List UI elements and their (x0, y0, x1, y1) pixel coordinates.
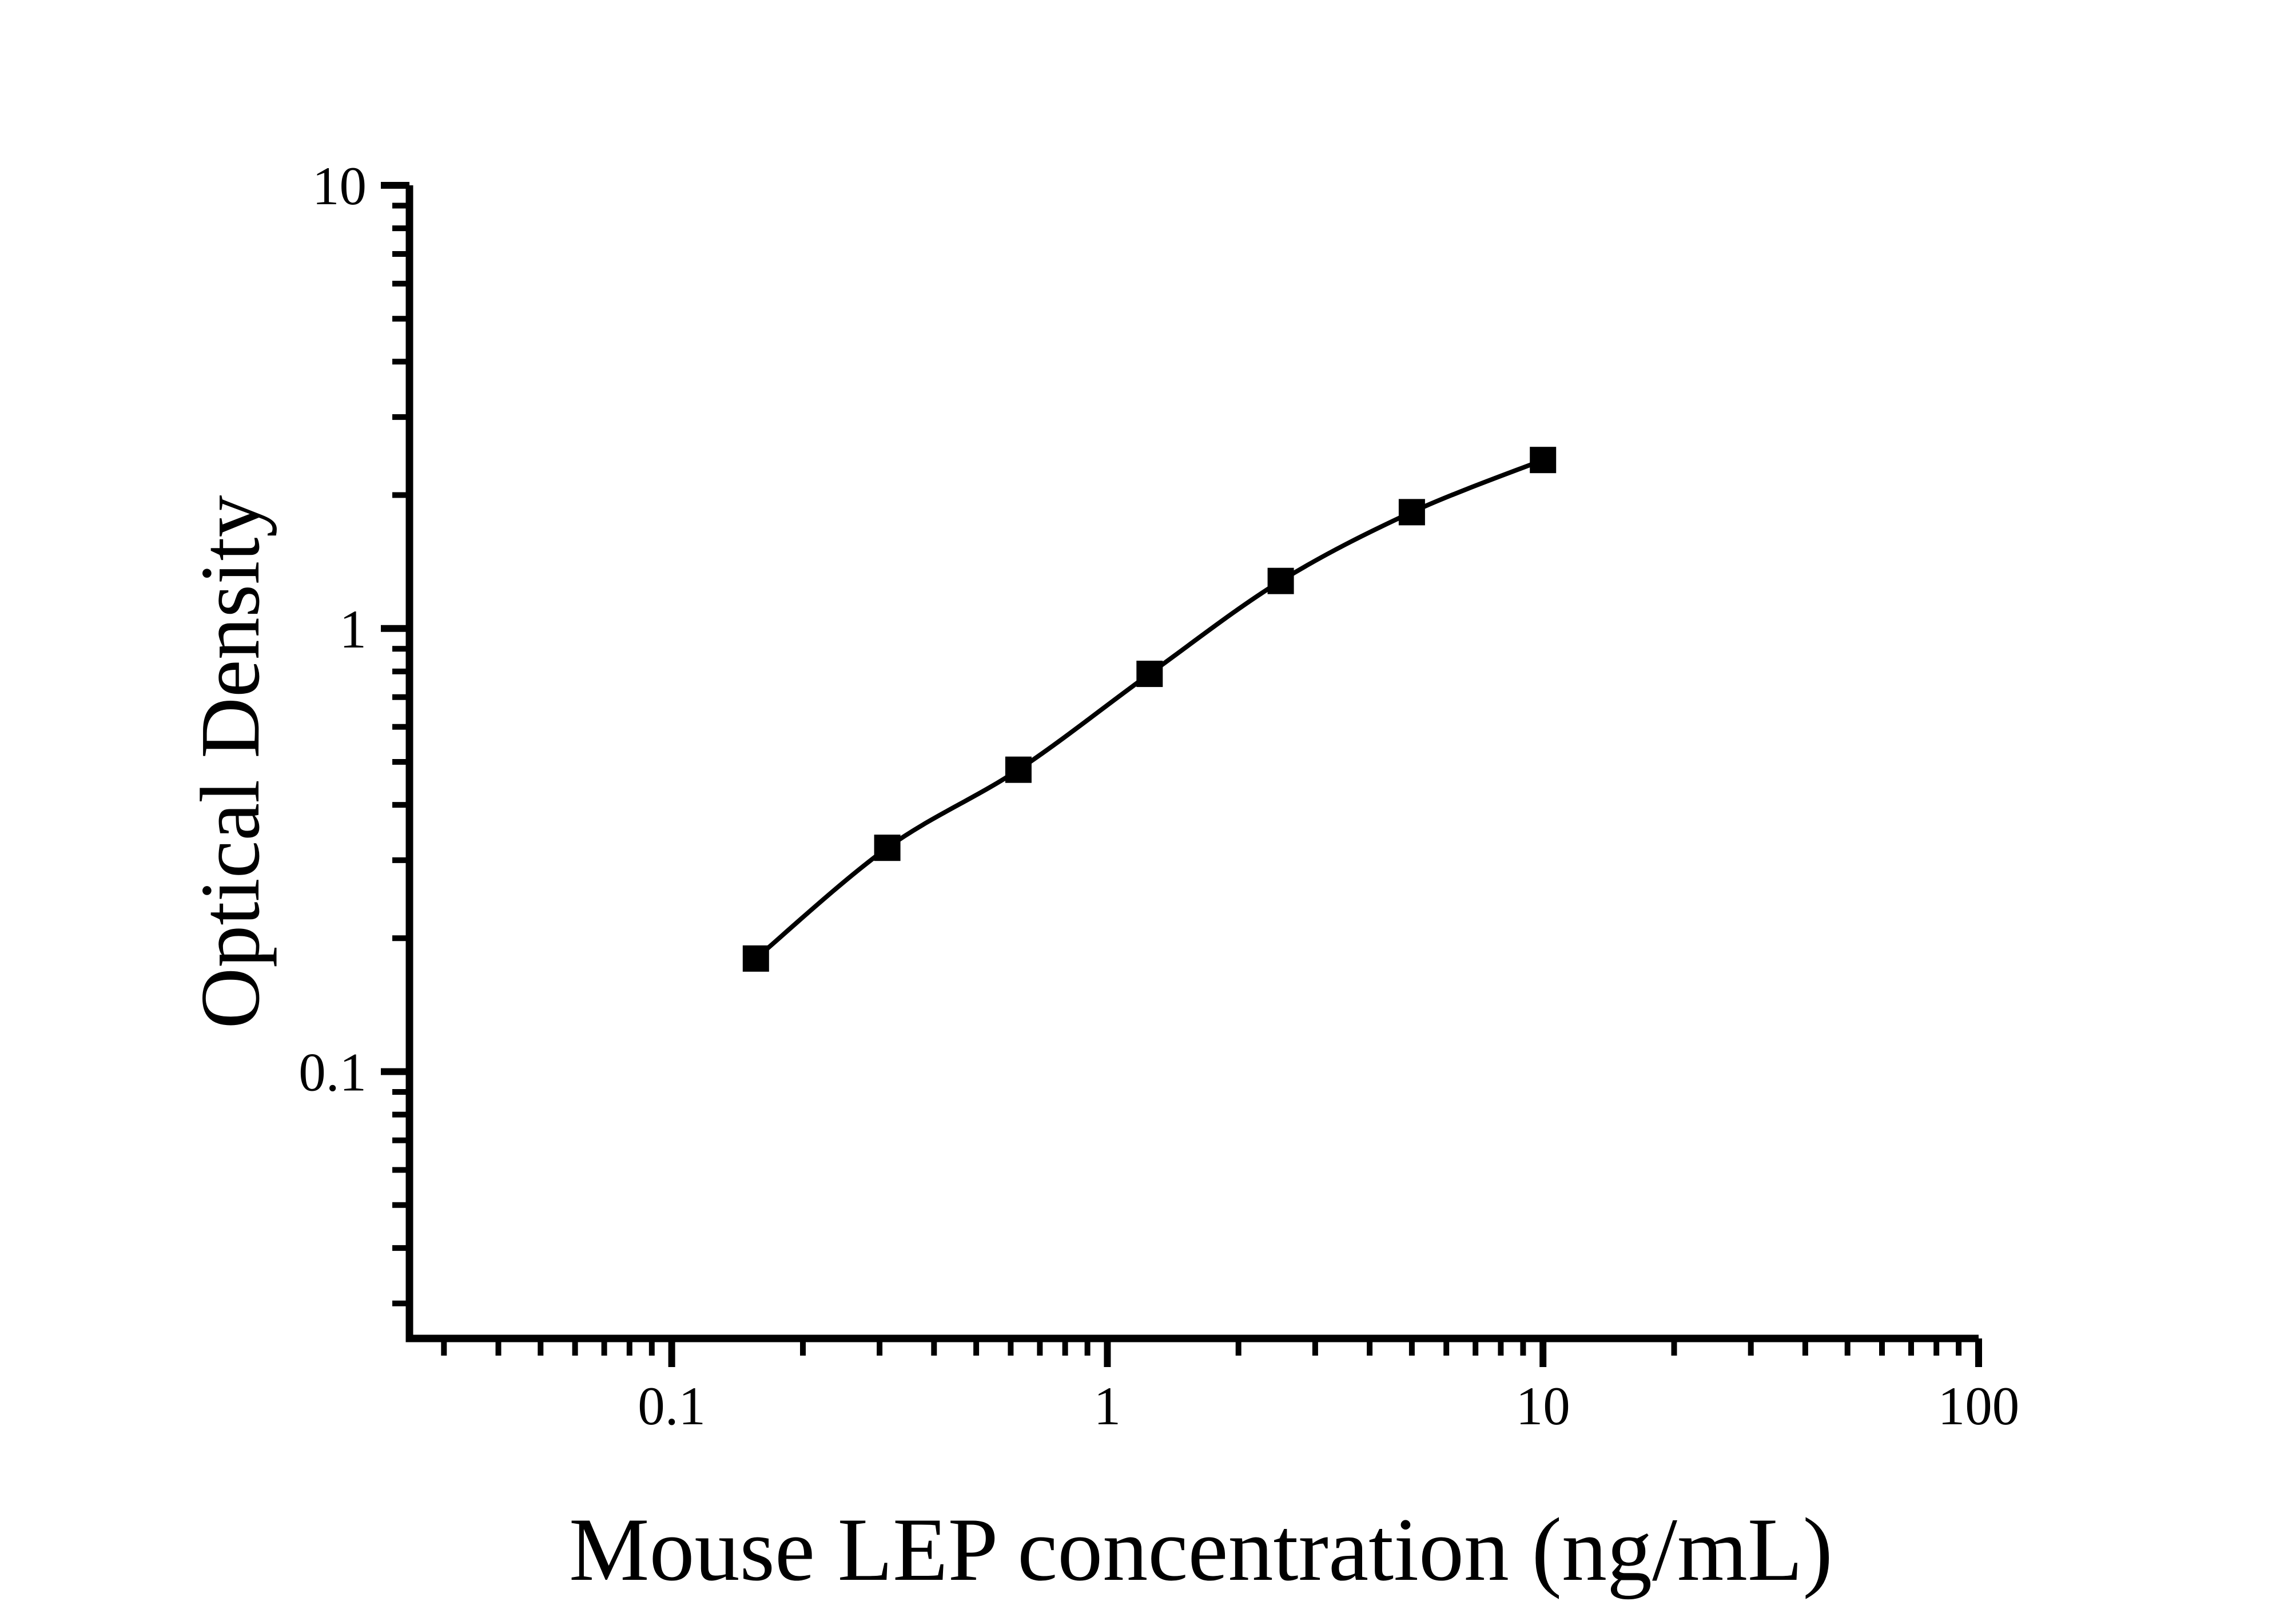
x-tick-label: 100 (1938, 1376, 2020, 1436)
data-point-marker (1267, 567, 1294, 594)
y-tick-label: 1 (340, 599, 367, 660)
data-point-marker (1530, 447, 1557, 474)
data-point-marker (1136, 661, 1163, 688)
x-tick-label: 10 (1516, 1376, 1570, 1436)
y-tick-label: 10 (312, 156, 367, 216)
curve-line (754, 458, 1544, 960)
plot-area: 0.1 1 10 100 0.1 1 10 (299, 156, 2019, 1436)
x-axis-title: Mouse LEP concentration (ng/mL) (569, 1500, 1833, 1600)
x-tick-label: 1 (1094, 1376, 1121, 1436)
data-point-marker (1398, 499, 1425, 526)
x-tick-label: 0.1 (638, 1376, 706, 1436)
data-point-marker (874, 835, 901, 861)
axis-spines (405, 185, 1979, 1342)
y-axis-title: Optical Density (184, 495, 277, 1028)
data-point-marker (1005, 756, 1032, 783)
data-point-marker (742, 945, 769, 972)
y-tick-label: 0.1 (299, 1042, 367, 1103)
